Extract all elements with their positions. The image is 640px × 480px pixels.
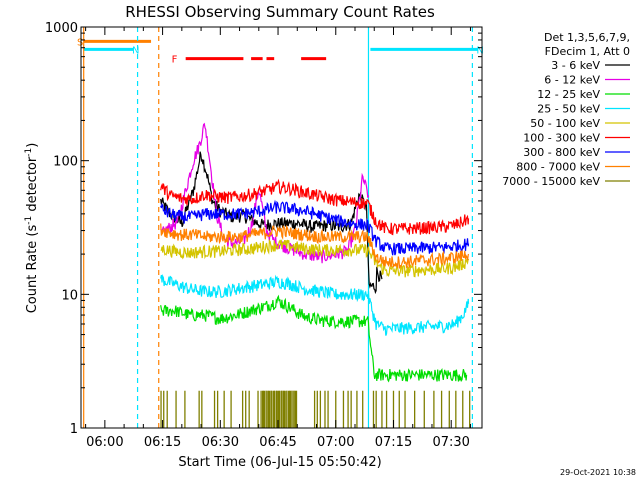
y-axis-label-sup1: -1: [24, 216, 34, 225]
x-tick-label: 07:15: [375, 435, 412, 450]
y-axis-label: Count Rate (s-1 detector-1): [24, 143, 40, 314]
flag-label: F: [172, 55, 178, 66]
legend-entry-label: 6 - 12 keV: [544, 74, 600, 87]
y-tick-label: 100: [53, 155, 78, 170]
legend-entry-label: 50 - 100 keV: [530, 117, 600, 130]
legend-entry-label: 3 - 6 keV: [551, 59, 600, 72]
flag-label: N: [476, 45, 483, 56]
series-trace: [160, 199, 470, 256]
legend-entry-label: 100 - 300 keV: [523, 132, 600, 145]
x-tick-label: 07:30: [432, 435, 469, 450]
y-axis-label-main: Count Rate (s: [25, 225, 40, 314]
series-trace: [160, 223, 470, 269]
axis-layer: 1 10 100 1000 06:00 06:15 06:30 06:45 07:00 07:15…: [45, 21, 482, 450]
x-tick-label: 06:00: [86, 435, 123, 450]
legend-entry-label: 7000 - 15000 keV: [502, 175, 600, 188]
chart-title: RHESSI Observing Summary Count Rates: [125, 3, 435, 21]
y-tick-label: 1: [70, 422, 78, 437]
legend: Det 1,3,5,6,7,9, FDecim 1, Att 0 3 - 6 k…: [502, 31, 630, 188]
y-axis-label-sup2: -1: [24, 148, 34, 157]
flag-label: S: [77, 37, 83, 48]
legend-header-line-1: Det 1,3,5,6,7,9,: [544, 31, 630, 44]
flag-label: N: [132, 45, 139, 56]
series-trace: [160, 239, 470, 278]
legend-entry-label: 300 - 800 keV: [523, 146, 600, 159]
legend-entry-label: 12 - 25 keV: [537, 88, 600, 101]
legend-header-line-2: FDecim 1, Att 0: [545, 45, 630, 58]
spike-series-layer: [160, 390, 471, 428]
x-axis-label: Start Time (06-Jul-15 05:50:42): [178, 455, 381, 470]
y-axis-label-end: ): [25, 143, 40, 148]
flag-layer: S N N F: [77, 37, 484, 65]
y-tick-label: 10: [61, 288, 78, 303]
series-trace: [160, 273, 470, 336]
legend-entry-label: 800 - 7000 keV: [516, 161, 600, 174]
series-trace: [160, 294, 468, 383]
series-trace: [160, 122, 370, 264]
series-trace: [160, 151, 383, 295]
x-tick-label: 07:00: [317, 435, 354, 450]
y-tick-label: 1000: [45, 21, 78, 36]
x-tick-label: 06:30: [202, 435, 239, 450]
y-axis-label-mid: detector: [25, 156, 40, 216]
x-tick-label: 06:45: [259, 435, 296, 450]
series-layer: [160, 122, 470, 383]
x-tick-label: 06:15: [144, 435, 181, 450]
series-trace: [160, 178, 470, 236]
plot-frame: [80, 26, 483, 429]
timestamp: 29-Oct-2021 10:38: [560, 468, 636, 477]
legend-entry-label: 25 - 50 keV: [537, 103, 600, 116]
